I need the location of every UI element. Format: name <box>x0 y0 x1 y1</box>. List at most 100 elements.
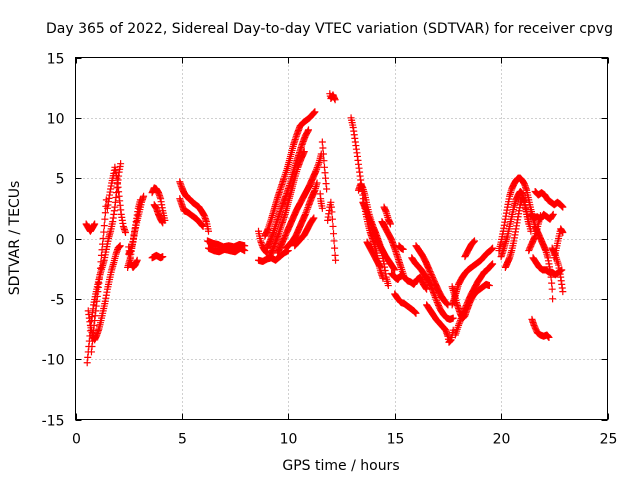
trace-t25 <box>316 190 326 212</box>
data-point <box>368 222 376 230</box>
data-point <box>549 295 557 303</box>
data-point <box>431 293 439 301</box>
data-point <box>313 164 321 172</box>
data-point <box>471 237 478 245</box>
trace-t46 <box>501 193 533 271</box>
trace-t37 <box>408 254 457 323</box>
data-point <box>199 222 207 230</box>
trace-t42 <box>451 260 497 339</box>
data-point <box>319 144 327 152</box>
data-point <box>366 217 374 225</box>
data-point <box>304 204 312 212</box>
data-point <box>117 160 125 168</box>
data-point <box>312 167 320 175</box>
trace-t13 <box>176 195 207 230</box>
trace-t39 <box>423 301 457 346</box>
data-point <box>303 205 311 213</box>
data-point <box>432 295 440 303</box>
x-tick-label: 0 <box>72 432 81 448</box>
data-point <box>315 160 323 168</box>
grid <box>75 57 608 420</box>
data-point <box>365 215 373 223</box>
data-point <box>310 214 318 222</box>
data-point <box>329 222 337 230</box>
data-point <box>97 258 105 266</box>
data-point <box>367 220 375 228</box>
data-point <box>431 292 439 300</box>
data-point <box>455 321 463 329</box>
axis-ticks: 0 5 10 15 20 25 -15 -10 -5 0 5 10 15 <box>42 52 618 448</box>
data-point <box>320 157 328 165</box>
trace-t34 <box>388 269 431 293</box>
data-point <box>559 288 567 296</box>
x-tick-label: 15 <box>387 432 405 448</box>
data-point <box>391 266 399 274</box>
trace-t23 <box>291 214 318 250</box>
y-tick-label: 0 <box>56 233 65 249</box>
data-point <box>313 165 321 173</box>
data-point <box>99 235 107 242</box>
chart-title: Day 365 of 2022, Sidereal Day-to-day VTE… <box>46 21 613 37</box>
data-point <box>489 260 497 268</box>
x-tick-label: 5 <box>178 432 187 448</box>
trace-t38 <box>412 242 452 309</box>
data-point <box>116 242 124 250</box>
trace-t27 <box>324 198 340 264</box>
trace-t53 <box>528 315 553 341</box>
data-point <box>386 220 394 228</box>
data-point <box>159 219 167 227</box>
data-point <box>100 222 108 230</box>
trace-t15 <box>205 244 249 256</box>
data-point <box>133 256 141 264</box>
data-point <box>455 320 463 328</box>
data-point <box>548 285 556 293</box>
data-point <box>328 215 336 223</box>
data-point <box>485 282 493 290</box>
data-point <box>300 148 308 156</box>
data-point <box>384 282 392 290</box>
trace-t11 <box>150 201 167 227</box>
data-point <box>559 228 567 236</box>
data-point <box>489 244 497 252</box>
data-point <box>323 185 331 193</box>
data-point <box>330 230 338 238</box>
y-tick-label: 5 <box>56 172 65 188</box>
data-point <box>96 271 104 279</box>
data-point <box>96 264 104 272</box>
trace-t35 <box>391 290 420 317</box>
trace-t28 <box>347 114 387 282</box>
data-point <box>100 228 108 236</box>
data-point <box>331 244 339 252</box>
data-point <box>303 207 311 215</box>
data-point <box>443 300 451 308</box>
data-point <box>301 210 309 218</box>
x-tick-label: 10 <box>280 432 298 448</box>
trace-t24 <box>318 138 331 193</box>
data-point <box>309 215 317 223</box>
data-point <box>332 256 340 264</box>
data-point <box>449 314 457 322</box>
data-point <box>470 238 478 246</box>
data-point <box>122 228 130 236</box>
trace-t32 <box>378 218 408 281</box>
data-point <box>366 219 374 227</box>
data-point <box>318 204 326 212</box>
data-point <box>328 208 336 216</box>
data-point <box>330 237 338 245</box>
y-tick-label: -5 <box>51 293 65 309</box>
data-point <box>430 290 438 298</box>
data-point <box>319 150 327 158</box>
trace-t05 <box>103 163 130 236</box>
data-point <box>318 138 326 146</box>
data-point <box>525 220 533 228</box>
plot-frame <box>75 57 608 420</box>
data-point <box>456 318 464 326</box>
data-point <box>549 210 557 218</box>
data-point <box>456 316 464 324</box>
data-point <box>140 192 148 200</box>
trace-t16 <box>255 247 292 265</box>
trace-t02 <box>84 242 124 344</box>
trace-t48 <box>527 210 557 223</box>
data-point <box>469 238 477 246</box>
